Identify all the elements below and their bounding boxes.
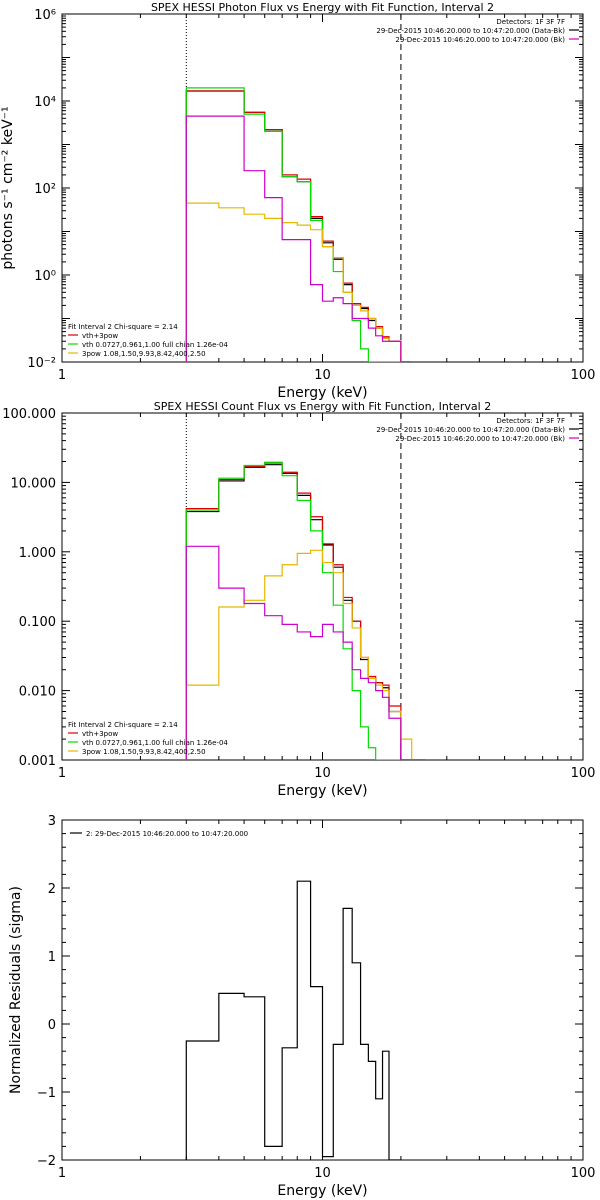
chart-panel-3: 1 10 100 Energy (keV) −2 −1 0 1 2 3 Normalized Res… <box>8 814 595 1199</box>
x-axis-label: Energy (keV) <box>277 1183 367 1199</box>
legend-text: 3pow 1.08,1.50,9.93,8.42,400,2.50 <box>82 748 206 756</box>
x-tick-label: 100 <box>571 1166 596 1181</box>
x-tick-label: 10 <box>314 766 331 781</box>
y-tick-label: 0.100 <box>19 615 56 630</box>
x-tick-label: 10 <box>314 1166 331 1181</box>
y-tick-label: 2 <box>48 882 56 897</box>
y-tick-label: 0.010 <box>19 685 56 700</box>
legend-text: Fit Interval 2 Chi-square = 2.14 <box>68 721 178 729</box>
x-tick-label: 1 <box>58 1166 66 1181</box>
legend-text: 29-Dec-2015 10:46:20.000 to 10:47:20.000… <box>395 36 565 44</box>
legend-bottom-left: Fit Interval 2 Chi-square = 2.14vth+3pow… <box>68 721 228 756</box>
y-tick-label: 0 <box>48 1018 56 1033</box>
y-tick-label: 10⁰ <box>34 269 56 284</box>
y-axis-label: photons s⁻¹ cm⁻² keV⁻¹ <box>0 106 16 269</box>
series-bk-histogram <box>185 545 427 760</box>
series-data-bk-histogram <box>185 464 427 760</box>
y-axis-ticks <box>62 415 583 761</box>
y-tick-label: 10.000 <box>11 476 57 491</box>
legend-text: Fit Interval 2 Chi-square = 2.14 <box>68 323 178 331</box>
legend-text: vth+3pow <box>82 730 118 738</box>
series-3pow-histogram <box>185 549 427 760</box>
y-tick-label: 10⁶ <box>34 8 56 23</box>
legend-text: vth 0.0727,0.961,1.00 full chian 1.26e-0… <box>82 739 228 747</box>
series-vth-3pow-histogram <box>185 90 412 362</box>
series-data-bk-histogram <box>185 90 412 362</box>
y-tick-label: 10⁴ <box>34 95 56 110</box>
y-tick-label: −2 <box>37 1154 56 1169</box>
legend-text: Detectors: 1F 3F 7F <box>496 417 565 425</box>
plot-data <box>185 14 412 362</box>
y-tick-label: 10² <box>34 182 56 197</box>
series-3pow-histogram <box>185 202 412 362</box>
y-tick-label: 1 <box>48 950 56 965</box>
legend-text: 29-Dec-2015 10:46:20.000 to 10:47:20.000… <box>376 27 565 35</box>
x-axis-label: Energy (keV) <box>277 385 367 401</box>
y-tick-label: −1 <box>37 1086 56 1101</box>
series-residuals-histogram <box>185 880 401 1160</box>
x-tick-label: 1 <box>58 766 66 781</box>
x-tick-label: 1 <box>58 368 66 383</box>
series-vth-histogram <box>185 461 427 760</box>
plot-frame <box>61 412 584 761</box>
legend-text: vth 0.0727,0.961,1.00 full chian 1.26e-0… <box>82 341 228 349</box>
y-tick-label: 10⁻² <box>27 356 56 371</box>
chart-panel-2: SPEX HESSI Count Flux vs Energy with Fit… <box>2 400 595 799</box>
x-axis-ticks <box>61 413 572 760</box>
y-axis-label: Normalized Residuals (sigma) <box>8 886 24 1094</box>
plot-data <box>185 413 427 760</box>
y-tick-label: 3 <box>48 814 56 829</box>
x-axis-ticks <box>61 820 572 1160</box>
legend-bottom-left: Fit Interval 2 Chi-square = 2.14vth+3pow… <box>68 323 228 358</box>
y-axis-ticks <box>62 15 583 363</box>
legend-text: 29-Dec-2015 10:46:20.000 to 10:47:20.000… <box>376 426 565 434</box>
legend-top-left: 2: 29-Dec-2015 10:46:20.000 to 10:47:20.… <box>70 830 248 838</box>
series-vth-3pow-histogram <box>185 462 427 760</box>
legend-text: 3pow 1.08,1.50,9.93,8.42,400,2.50 <box>82 350 206 358</box>
x-axis-label: Energy (keV) <box>277 783 367 799</box>
legend-text: 29-Dec-2015 10:46:20.000 to 10:47:20.000… <box>395 435 565 443</box>
legend-text: vth+3pow <box>82 332 118 340</box>
chart-panel-1: SPEX HESSI Photon Flux vs Energy with Fi… <box>0 1 595 401</box>
x-tick-label: 10 <box>314 368 331 383</box>
chart-title: SPEX HESSI Photon Flux vs Energy with Fi… <box>151 1 494 14</box>
legend-text: Detectors: 1F 3F 7F <box>496 18 565 26</box>
series-bk-histogram <box>185 115 412 362</box>
plot-data <box>185 880 401 1160</box>
y-tick-label: 0.001 <box>19 754 56 769</box>
chart-title: SPEX HESSI Count Flux vs Energy with Fit… <box>154 400 491 413</box>
plot-frame <box>61 13 584 363</box>
x-tick-label: 100 <box>571 368 596 383</box>
y-tick-label: 1.000 <box>19 546 56 561</box>
x-tick-label: 100 <box>571 766 596 781</box>
y-tick-label: 100.000 <box>2 407 56 422</box>
x-axis-ticks <box>61 14 572 362</box>
legend-text: 2: 29-Dec-2015 10:46:20.000 to 10:47:20.… <box>86 830 248 838</box>
y-axis-ticks <box>62 819 583 1161</box>
